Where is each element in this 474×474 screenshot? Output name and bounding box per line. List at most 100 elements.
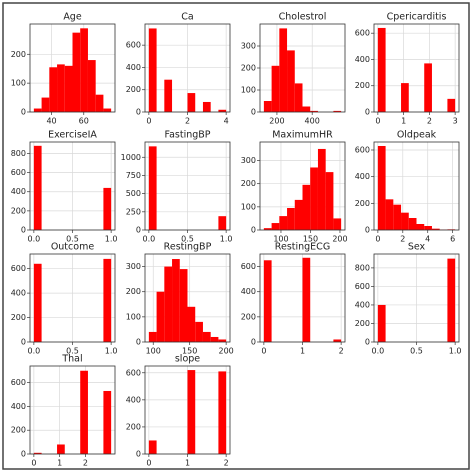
bar — [263, 260, 272, 342]
bar — [333, 218, 342, 230]
bar — [302, 106, 311, 112]
bar — [393, 204, 402, 230]
y-tick-label: 1000 — [121, 153, 141, 162]
chart-title: MaximumHR — [272, 130, 333, 141]
y-tick-label: 200 — [241, 64, 256, 73]
bar — [447, 258, 456, 342]
y-tick-label: 100 — [241, 202, 256, 211]
bar — [294, 199, 303, 230]
y-tick-label: 400 — [355, 55, 370, 64]
y-tick-label: 200 — [241, 179, 256, 188]
y-tick-label: 400 — [11, 402, 26, 411]
x-tick-label: 6 — [450, 235, 455, 244]
x-tick-label: 0 — [375, 235, 380, 244]
x-tick-label: 0.5 — [66, 235, 79, 244]
axes-frame — [29, 253, 116, 343]
bar — [72, 32, 81, 112]
y-tick-label: 0 — [251, 338, 256, 347]
axes-frame — [373, 141, 460, 231]
x-tick-label: 150 — [182, 347, 197, 356]
y-tick-label: 0 — [136, 108, 141, 117]
histogram-panel: 0 200 400 600 0 1 2 RestingECG — [241, 242, 346, 356]
y-tick-label: 600 — [11, 378, 26, 387]
y-tick-label: 400 — [355, 300, 370, 309]
y-tick-label: 0 — [365, 338, 370, 347]
y-tick-label: 400 — [126, 63, 141, 72]
y-tick-label: 200 — [355, 319, 370, 328]
axes-frame — [144, 141, 231, 231]
y-tick-label: 500 — [126, 189, 141, 198]
bar — [103, 108, 112, 112]
y-tick-label: 200 — [126, 422, 141, 431]
x-tick-label: 0 — [31, 459, 36, 468]
histogram-panel: 0 100 200 300 100 150 200 MaximumHR — [241, 130, 348, 244]
axes-frame — [259, 253, 346, 343]
x-tick-label: 2 — [83, 459, 88, 468]
y-tick-label: 800 — [355, 263, 370, 272]
bar — [287, 208, 295, 230]
chart-title: Sex — [408, 242, 426, 253]
y-tick-label: 100 — [241, 86, 256, 95]
bar — [210, 336, 219, 342]
histogram-panel: 0 200 400 600 800 0.0 0.5 1.0 Sex — [355, 242, 462, 356]
bar — [447, 98, 456, 112]
axes-frame — [144, 365, 231, 455]
bar — [148, 146, 157, 230]
x-tick-label: 0.5 — [410, 347, 423, 356]
bar — [333, 110, 342, 112]
histogram-panel: 0 250 500 750 1000 0.0 0.5 1.0 FastingBP — [121, 130, 233, 244]
x-tick-label: 1 — [401, 117, 406, 126]
bar — [156, 291, 165, 342]
x-tick-label: 60 — [79, 117, 89, 126]
bar — [287, 50, 295, 112]
bar — [95, 94, 104, 112]
histogram-panel: 0 100 200 300 200 400 Cholestrol — [241, 12, 346, 126]
x-tick-label: 0 — [146, 117, 151, 126]
bar — [202, 331, 211, 342]
axes-frame — [259, 23, 346, 113]
x-tick-label: 0 — [146, 459, 151, 468]
bar — [148, 440, 157, 454]
y-tick-label: 200 — [126, 85, 141, 94]
bar — [33, 263, 42, 342]
y-tick-label: 600 — [126, 41, 141, 50]
axes-frame — [259, 141, 346, 231]
bar — [187, 93, 196, 112]
x-tick-label: 4 — [425, 235, 430, 244]
chart-title: Cholestrol — [279, 12, 327, 23]
x-tick-label: 0.0 — [371, 347, 384, 356]
bar — [148, 28, 157, 112]
bar — [401, 83, 409, 112]
x-tick-label: 1 — [300, 347, 305, 356]
y-tick-label: 600 — [11, 264, 26, 273]
x-tick-label: 0 — [261, 347, 266, 356]
x-tick-label: 1.0 — [105, 235, 118, 244]
y-tick-label: 250 — [126, 207, 141, 216]
y-tick-label: 200 — [126, 287, 141, 296]
bar — [263, 228, 272, 230]
y-tick-label: 600 — [355, 146, 370, 155]
axes-frame — [144, 253, 231, 343]
bar — [164, 266, 173, 342]
y-tick-label: 0 — [365, 226, 370, 235]
bar — [41, 97, 50, 112]
bar — [57, 444, 65, 454]
y-tick-label: 200 — [11, 206, 26, 215]
y-tick-label: 600 — [11, 168, 26, 177]
bar — [218, 109, 227, 112]
chart-title: Age — [63, 12, 82, 23]
bar — [103, 390, 112, 454]
bar — [187, 306, 196, 342]
chart-title: Cpericarditis — [387, 12, 447, 23]
y-tick-label: 400 — [241, 287, 256, 296]
bar — [148, 331, 157, 342]
y-tick-label: 100 — [126, 312, 141, 321]
bar — [271, 65, 280, 112]
histogram-panel: 0 200 400 600 0 2 4 6 Oldpeak — [355, 130, 460, 244]
y-tick-label: 0 — [136, 226, 141, 235]
y-tick-label: 200 — [355, 81, 370, 90]
x-tick-label: 200 — [269, 117, 284, 126]
x-tick-label: 2 — [400, 235, 405, 244]
bar — [279, 28, 288, 112]
y-tick-label: 200 — [11, 426, 26, 435]
